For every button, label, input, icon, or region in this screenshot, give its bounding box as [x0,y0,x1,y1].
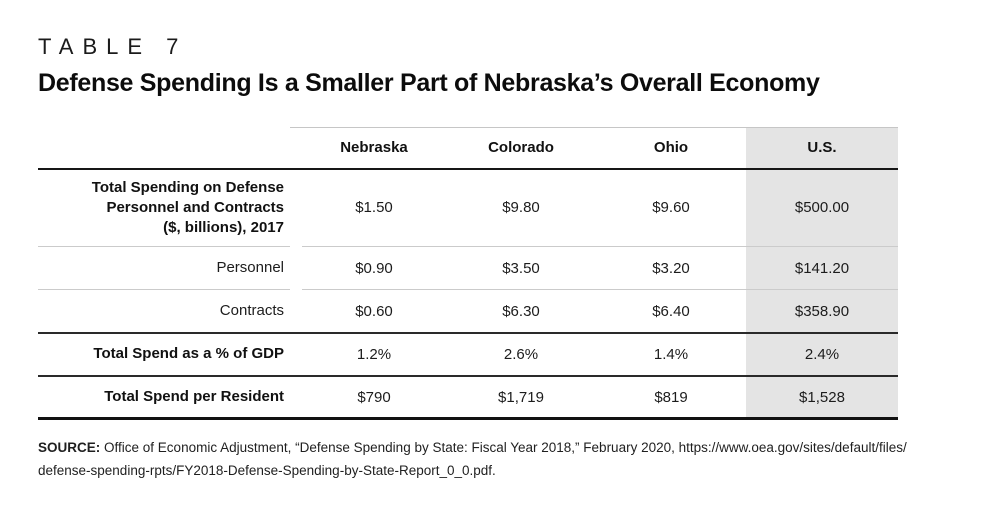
table-number-eyebrow: TABLE 7 [38,34,188,59]
table-row: Total Spending on Defense Personnel and C… [38,168,898,248]
cell-value: $0.90 [302,246,446,291]
report-table-figure: TABLE 7 Defense Spending Is a Smaller Pa… [38,34,972,482]
column-gap [290,375,302,421]
table-title: Defense Spending Is a Smaller Part of Ne… [38,69,820,97]
table-row: Total Spend as a % of GDP 1.2% 2.6% 1.4% 2.4… [38,332,898,377]
column-header-nebraska: Nebraska [302,127,446,170]
column-gap [290,127,302,170]
cell-value: $9.60 [596,168,746,248]
row-label: Total Spend per Resident [38,375,290,421]
source-text: Office of Economic Adjustment, “Defense … [38,440,907,478]
cell-value: $1,528 [746,375,898,421]
cell-value: $3.20 [596,246,746,291]
table-row: Personnel $0.90 $3.50 $3.20 $141.20 [38,246,898,291]
cell-value: $1,719 [446,375,596,421]
row-label: Total Spend as a % of GDP [38,332,290,377]
cell-value: $790 [302,375,446,421]
cell-value: $6.30 [446,289,596,334]
column-header-colorado: Colorado [446,127,596,170]
column-gap [290,169,302,247]
cell-value: $358.90 [746,289,898,334]
table-row: Contracts $0.60 $6.30 $6.40 $358.90 [38,289,898,334]
cell-value: $9.80 [446,168,596,248]
cell-value: $819 [596,375,746,421]
source-note: SOURCE: Office of Economic Adjustment, “… [38,437,972,482]
table-row: Total Spend per Resident $790 $1,719 $819 $1… [38,375,898,421]
cell-value: 2.6% [446,332,596,377]
cell-value: $0.60 [302,289,446,334]
cell-value: $141.20 [746,246,898,291]
cell-value: 1.2% [302,332,446,377]
cell-value: 1.4% [596,332,746,377]
cell-value: $6.40 [596,289,746,334]
table-body: Total Spending on Defense Personnel and C… [38,168,898,421]
defense-spending-table: Nebraska Colorado Ohio U.S. Total Spending … [38,127,898,421]
cell-value: $3.50 [446,246,596,291]
cell-value: $500.00 [746,168,898,248]
table-header-row: Nebraska Colorado Ohio U.S. [38,127,898,170]
row-label: Total Spending on Defense Personnel and C… [38,168,290,248]
column-header-us: U.S. [746,127,898,170]
column-gap [290,247,302,290]
row-label: Personnel [38,246,290,291]
row-label-header [38,127,290,170]
source-label: SOURCE: [38,440,101,456]
cell-value: $1.50 [302,168,446,248]
row-label: Contracts [38,289,290,334]
column-gap [290,289,302,334]
column-header-ohio: Ohio [596,127,746,170]
cell-value: 2.4% [746,332,898,377]
column-gap [290,332,302,377]
